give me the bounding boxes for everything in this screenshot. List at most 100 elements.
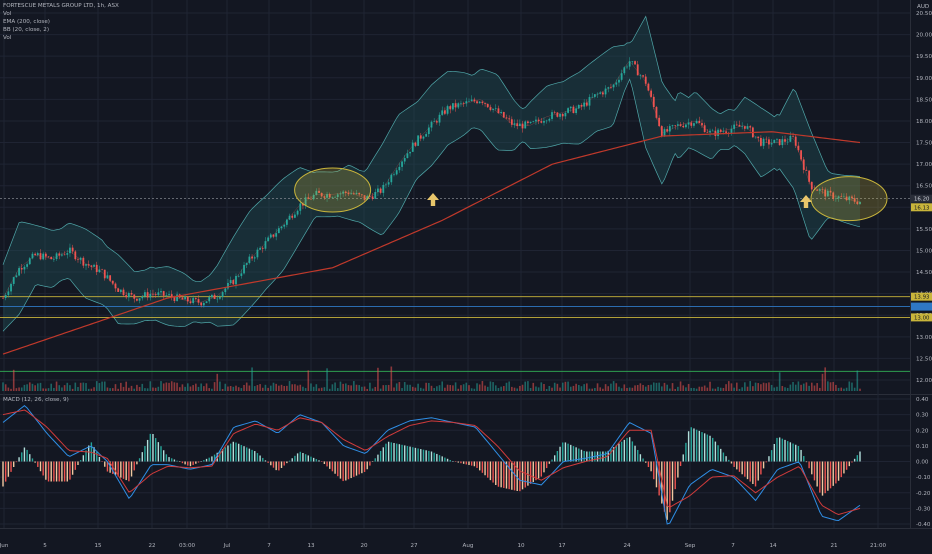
volume-bar (457, 388, 460, 391)
candle-body (577, 104, 580, 109)
candle-body (229, 280, 232, 283)
zone-ellipse-1 (294, 167, 372, 213)
histogram-bar (288, 460, 291, 462)
histogram-bar (296, 453, 299, 462)
candle-body (213, 294, 216, 300)
volume-bar (508, 381, 510, 391)
volume-bar (136, 384, 138, 391)
volume-bar (586, 383, 588, 391)
histogram-bar (545, 461, 548, 469)
histogram-bar (583, 450, 585, 462)
volume-bar (430, 385, 433, 391)
candle-body (518, 123, 521, 127)
macd-legend: MACD (12, 26, close, 9) (3, 397, 69, 403)
volume-bar (299, 384, 302, 391)
volume-bar (157, 386, 160, 391)
volume-bar (701, 386, 703, 391)
volume-bar (331, 384, 334, 391)
volume-bar (403, 382, 406, 391)
candle-body (663, 129, 666, 137)
candle-body (508, 118, 511, 120)
histogram-bar (329, 461, 331, 469)
volume-bar (318, 388, 320, 391)
volume-bar (757, 383, 760, 391)
candle-body (401, 161, 403, 167)
candle-body (344, 191, 347, 193)
candle-body (478, 101, 481, 104)
price-badge (911, 292, 932, 301)
volume-bar (267, 387, 269, 391)
candle-body (200, 302, 203, 306)
volume-bar (393, 387, 395, 391)
macd-tick-label: 0.20 (916, 428, 929, 434)
histogram-bar (18, 457, 20, 462)
candle-body (52, 259, 55, 260)
candle-body (417, 135, 420, 146)
volume-bar (302, 386, 304, 391)
volume-bar (551, 387, 553, 391)
candle-body (251, 256, 253, 259)
candle-body (559, 113, 561, 117)
volume-bar (109, 388, 111, 391)
candle-body (208, 297, 211, 302)
candle-body (634, 61, 636, 65)
volume-bar (561, 382, 564, 391)
candle-body (253, 257, 256, 259)
histogram-bar (733, 461, 735, 467)
candle-body (296, 210, 299, 215)
histogram-bar (104, 461, 106, 467)
candle-body (770, 143, 773, 145)
volume-bar (208, 388, 211, 391)
histogram-bar (588, 451, 591, 462)
candle-body (714, 130, 717, 137)
candle-body (610, 87, 612, 88)
candle-body (516, 123, 519, 127)
time-tick-label: 27 (410, 543, 418, 549)
histogram-bar (620, 441, 623, 462)
candle-body (165, 295, 168, 296)
histogram-bar (307, 455, 310, 462)
volume-bar (334, 382, 336, 391)
macd-tick-label: -0.10 (916, 475, 931, 481)
volume-bar (679, 381, 682, 391)
candle-body (66, 253, 69, 255)
histogram-bar (612, 447, 615, 462)
histogram-bar (267, 461, 269, 463)
volume-bar (677, 386, 679, 391)
histogram-bar (789, 442, 792, 462)
histogram-bar (302, 453, 304, 462)
histogram-bar (197, 461, 200, 463)
volume-bar (607, 386, 610, 391)
histogram-bar (744, 461, 746, 477)
histogram-bar (179, 461, 181, 462)
volume-bar (168, 382, 170, 391)
candle-body (676, 124, 679, 126)
histogram-bar (800, 449, 802, 462)
candle-body (90, 265, 93, 267)
candle-body (623, 67, 626, 74)
volume-bar (34, 385, 36, 391)
candle-body (462, 103, 465, 104)
volume-bar (428, 382, 430, 391)
histogram-bar (586, 451, 588, 462)
volume-bar (37, 383, 39, 391)
volume-bar (31, 383, 34, 391)
candle-body (85, 264, 87, 266)
histogram-bar (481, 461, 484, 473)
candle-body (695, 120, 698, 124)
volume-bar (588, 388, 591, 391)
candle-body (28, 258, 31, 265)
histogram-bar (414, 447, 417, 462)
histogram-bar (69, 461, 71, 480)
histogram-bar (548, 461, 551, 464)
histogram-bar (819, 461, 821, 493)
candle-body (435, 121, 438, 123)
histogram-bar (208, 457, 210, 462)
histogram-bar (98, 457, 101, 462)
histogram-bar (626, 438, 628, 462)
histogram-bar (853, 458, 856, 462)
histogram-bar (444, 457, 446, 462)
histogram-bar (757, 461, 759, 481)
volume-bar (382, 385, 385, 391)
